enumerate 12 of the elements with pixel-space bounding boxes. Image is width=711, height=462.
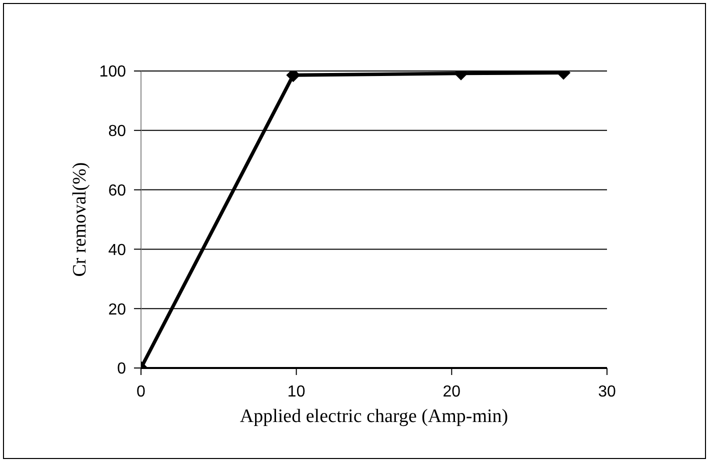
x-tick-label: 20: [442, 383, 461, 400]
y-tick-label: 100: [99, 64, 126, 81]
y-tick-label: 80: [108, 123, 126, 140]
y-axis-title: Cr removal(%): [70, 162, 91, 277]
x-tick-label: 0: [136, 383, 146, 400]
y-tick-label: 60: [108, 182, 126, 200]
x-tick-label: 10: [287, 383, 306, 400]
x-tick-label: 30: [598, 383, 616, 400]
y-tick-label: 20: [108, 301, 126, 318]
y-tick-label: 0: [117, 360, 126, 378]
y-tick-label: 40: [108, 242, 126, 259]
x-axis-title: Applied electric charge (Amp-min): [240, 406, 508, 427]
